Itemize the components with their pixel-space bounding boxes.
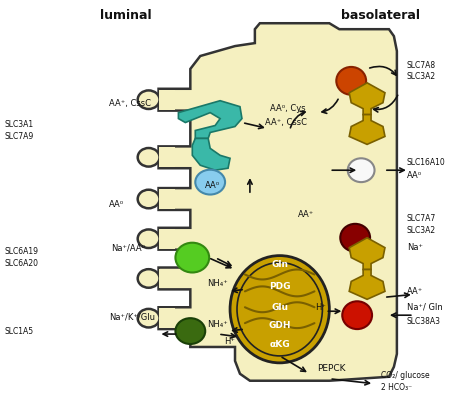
Polygon shape <box>158 268 175 288</box>
Ellipse shape <box>137 269 160 288</box>
Text: SLC7A8
SLC3A2: SLC7A8 SLC3A2 <box>407 60 436 81</box>
Text: AA⁰: AA⁰ <box>109 200 124 210</box>
Text: Glu: Glu <box>271 303 288 312</box>
Polygon shape <box>192 138 230 170</box>
Text: H⁺: H⁺ <box>224 336 235 346</box>
Polygon shape <box>158 189 175 209</box>
Polygon shape <box>158 308 175 328</box>
Text: SLC38A3: SLC38A3 <box>407 317 441 326</box>
Polygon shape <box>158 229 175 249</box>
Text: H⁺: H⁺ <box>316 303 326 312</box>
Text: SLC16A10: SLC16A10 <box>407 158 446 167</box>
Ellipse shape <box>137 309 160 328</box>
Text: SLC6A19
SLC6A20: SLC6A19 SLC6A20 <box>5 247 38 268</box>
Ellipse shape <box>137 148 160 166</box>
Polygon shape <box>178 101 242 138</box>
Text: AA⁰: AA⁰ <box>205 181 220 190</box>
Ellipse shape <box>237 262 322 356</box>
Text: PEPCK: PEPCK <box>318 364 346 373</box>
Polygon shape <box>158 147 175 167</box>
Ellipse shape <box>137 90 160 109</box>
Text: Na⁺: Na⁺ <box>407 243 423 252</box>
Text: SLC7A7
SLC3A2: SLC7A7 SLC3A2 <box>407 214 436 235</box>
Text: luminal: luminal <box>100 9 152 22</box>
Polygon shape <box>349 83 385 114</box>
Text: CO₂/ glucose
2 HCO₃⁻: CO₂/ glucose 2 HCO₃⁻ <box>381 371 429 392</box>
Polygon shape <box>158 90 175 110</box>
Ellipse shape <box>175 243 209 272</box>
Polygon shape <box>158 23 397 381</box>
Text: SLC3A1
SLC7A9: SLC3A1 SLC7A9 <box>5 120 34 141</box>
Ellipse shape <box>342 301 372 329</box>
Text: AA⁺: AA⁺ <box>298 210 314 219</box>
Polygon shape <box>349 114 385 144</box>
Text: Na⁺/K⁺/Glu: Na⁺/K⁺/Glu <box>109 313 155 322</box>
Ellipse shape <box>340 224 370 252</box>
Ellipse shape <box>137 230 160 248</box>
Text: NH₄⁺: NH₄⁺ <box>207 320 228 329</box>
Text: Gln: Gln <box>271 260 288 269</box>
Text: basolateral: basolateral <box>341 9 420 22</box>
Ellipse shape <box>195 170 225 194</box>
Text: αKG: αKG <box>269 340 290 350</box>
Polygon shape <box>349 270 385 299</box>
Text: Na⁺/AA⁰: Na⁺/AA⁰ <box>111 243 145 252</box>
Text: PDG: PDG <box>269 282 291 291</box>
Polygon shape <box>349 238 385 270</box>
Ellipse shape <box>137 190 160 208</box>
Text: Na⁺/ Gln: Na⁺/ Gln <box>407 303 443 312</box>
Text: AA⁺: AA⁺ <box>407 287 423 296</box>
Text: AA⁺, CssC: AA⁺, CssC <box>109 99 151 108</box>
Text: GDH: GDH <box>268 321 291 330</box>
Text: AA⁰: AA⁰ <box>407 171 422 180</box>
Ellipse shape <box>348 158 374 182</box>
Text: AA⁺, CssC: AA⁺, CssC <box>265 118 307 127</box>
Ellipse shape <box>230 256 329 363</box>
Text: AA⁰, Cys: AA⁰, Cys <box>270 104 305 113</box>
Ellipse shape <box>337 67 366 95</box>
Text: NH₄⁺: NH₄⁺ <box>207 279 228 288</box>
Text: SLC1A5: SLC1A5 <box>5 326 34 336</box>
Ellipse shape <box>175 318 205 344</box>
